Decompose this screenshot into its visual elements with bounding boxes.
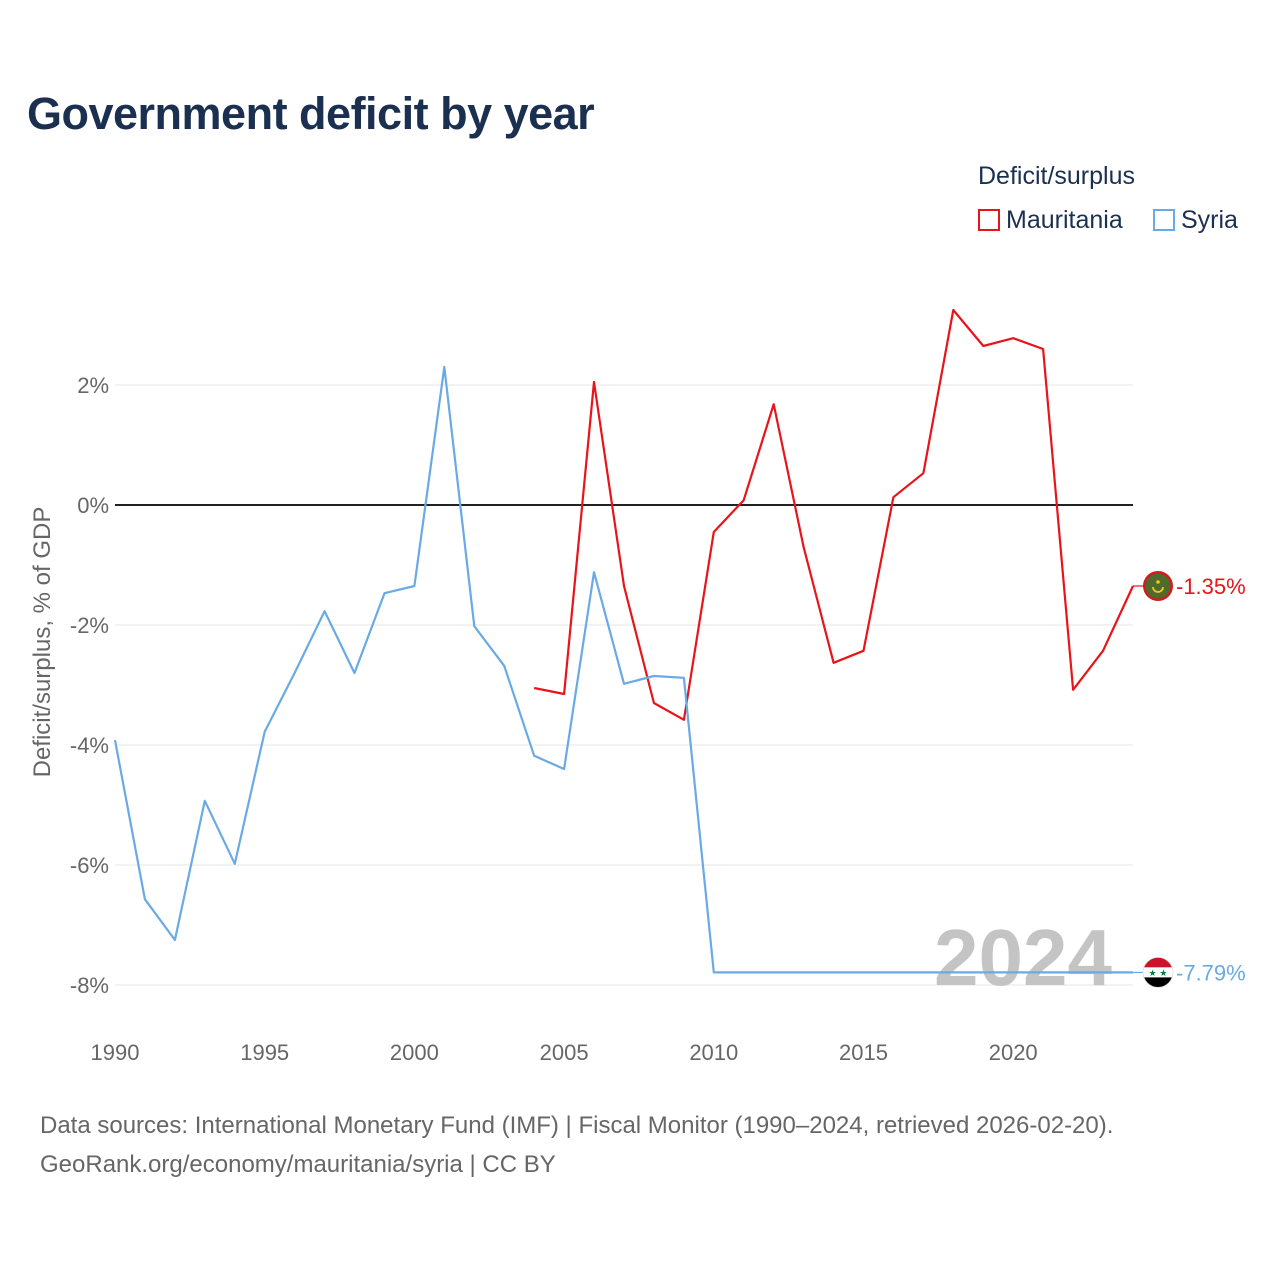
legend-label-syria: Syria (1181, 205, 1238, 234)
gridlines (115, 384, 1133, 986)
line-chart: 2% 0% -2% -4% -6% -8% 1990 1995 2000 2005 2010 201… (29, 308, 1246, 1065)
x-tick-label: 2010 (689, 1040, 738, 1065)
y-tick-label: -6% (70, 853, 109, 878)
x-axis-ticks: 1990 1995 2000 2005 2010 2015 2020 (91, 1040, 1038, 1065)
series-lines (113, 308, 1134, 974)
footer-source: Data sources: International Monetary Fun… (40, 1112, 1114, 1139)
series-line-mauritania[interactable] (533, 308, 1134, 721)
y-tick-label: -8% (70, 973, 109, 998)
year-watermark: 2024 (934, 913, 1112, 1002)
y-axis-label: Deficit/surplus, % of GDP (29, 507, 56, 778)
x-tick-label: 1995 (240, 1040, 289, 1065)
syria-flag-icon: ★ ★ (1142, 957, 1174, 988)
footer-link[interactable]: GeoRank.org/economy/mauritania/syria | C… (40, 1151, 556, 1178)
y-tick-label: -4% (70, 733, 109, 758)
end-labels: -1.35% ★ ★ -7.79% (1132, 571, 1246, 988)
x-tick-label: 2005 (540, 1040, 589, 1065)
y-axis-ticks: 2% 0% -2% -4% -6% -8% (70, 373, 109, 998)
x-tick-label: 1990 (91, 1040, 140, 1065)
y-tick-label: 0% (77, 493, 109, 518)
x-tick-label: 2015 (839, 1040, 888, 1065)
legend-swatch-mauritania (978, 209, 1000, 231)
mauritania-flag-icon (1143, 571, 1173, 601)
end-label-mauritania: -1.35% (1176, 574, 1246, 599)
series-line-syria[interactable] (113, 365, 1133, 974)
y-tick-label: -2% (70, 613, 109, 638)
x-tick-label: 2020 (989, 1040, 1038, 1065)
x-tick-label: 2000 (390, 1040, 439, 1065)
legend-label-mauritania: Mauritania (1006, 205, 1123, 234)
y-tick-label: 2% (77, 373, 109, 398)
legend-swatch-syria (1153, 209, 1175, 231)
end-label-syria: -7.79% (1176, 960, 1246, 985)
legend-title: Deficit/surplus (978, 162, 1135, 190)
chart-title: Government deficit by year (27, 88, 595, 139)
legend-item-mauritania[interactable]: Mauritania (978, 204, 1123, 236)
legend-item-syria[interactable]: Syria (1153, 204, 1238, 236)
footer: Data sources: International Monetary Fun… (40, 1106, 1113, 1184)
svg-text:★ ★: ★ ★ (1149, 969, 1168, 979)
